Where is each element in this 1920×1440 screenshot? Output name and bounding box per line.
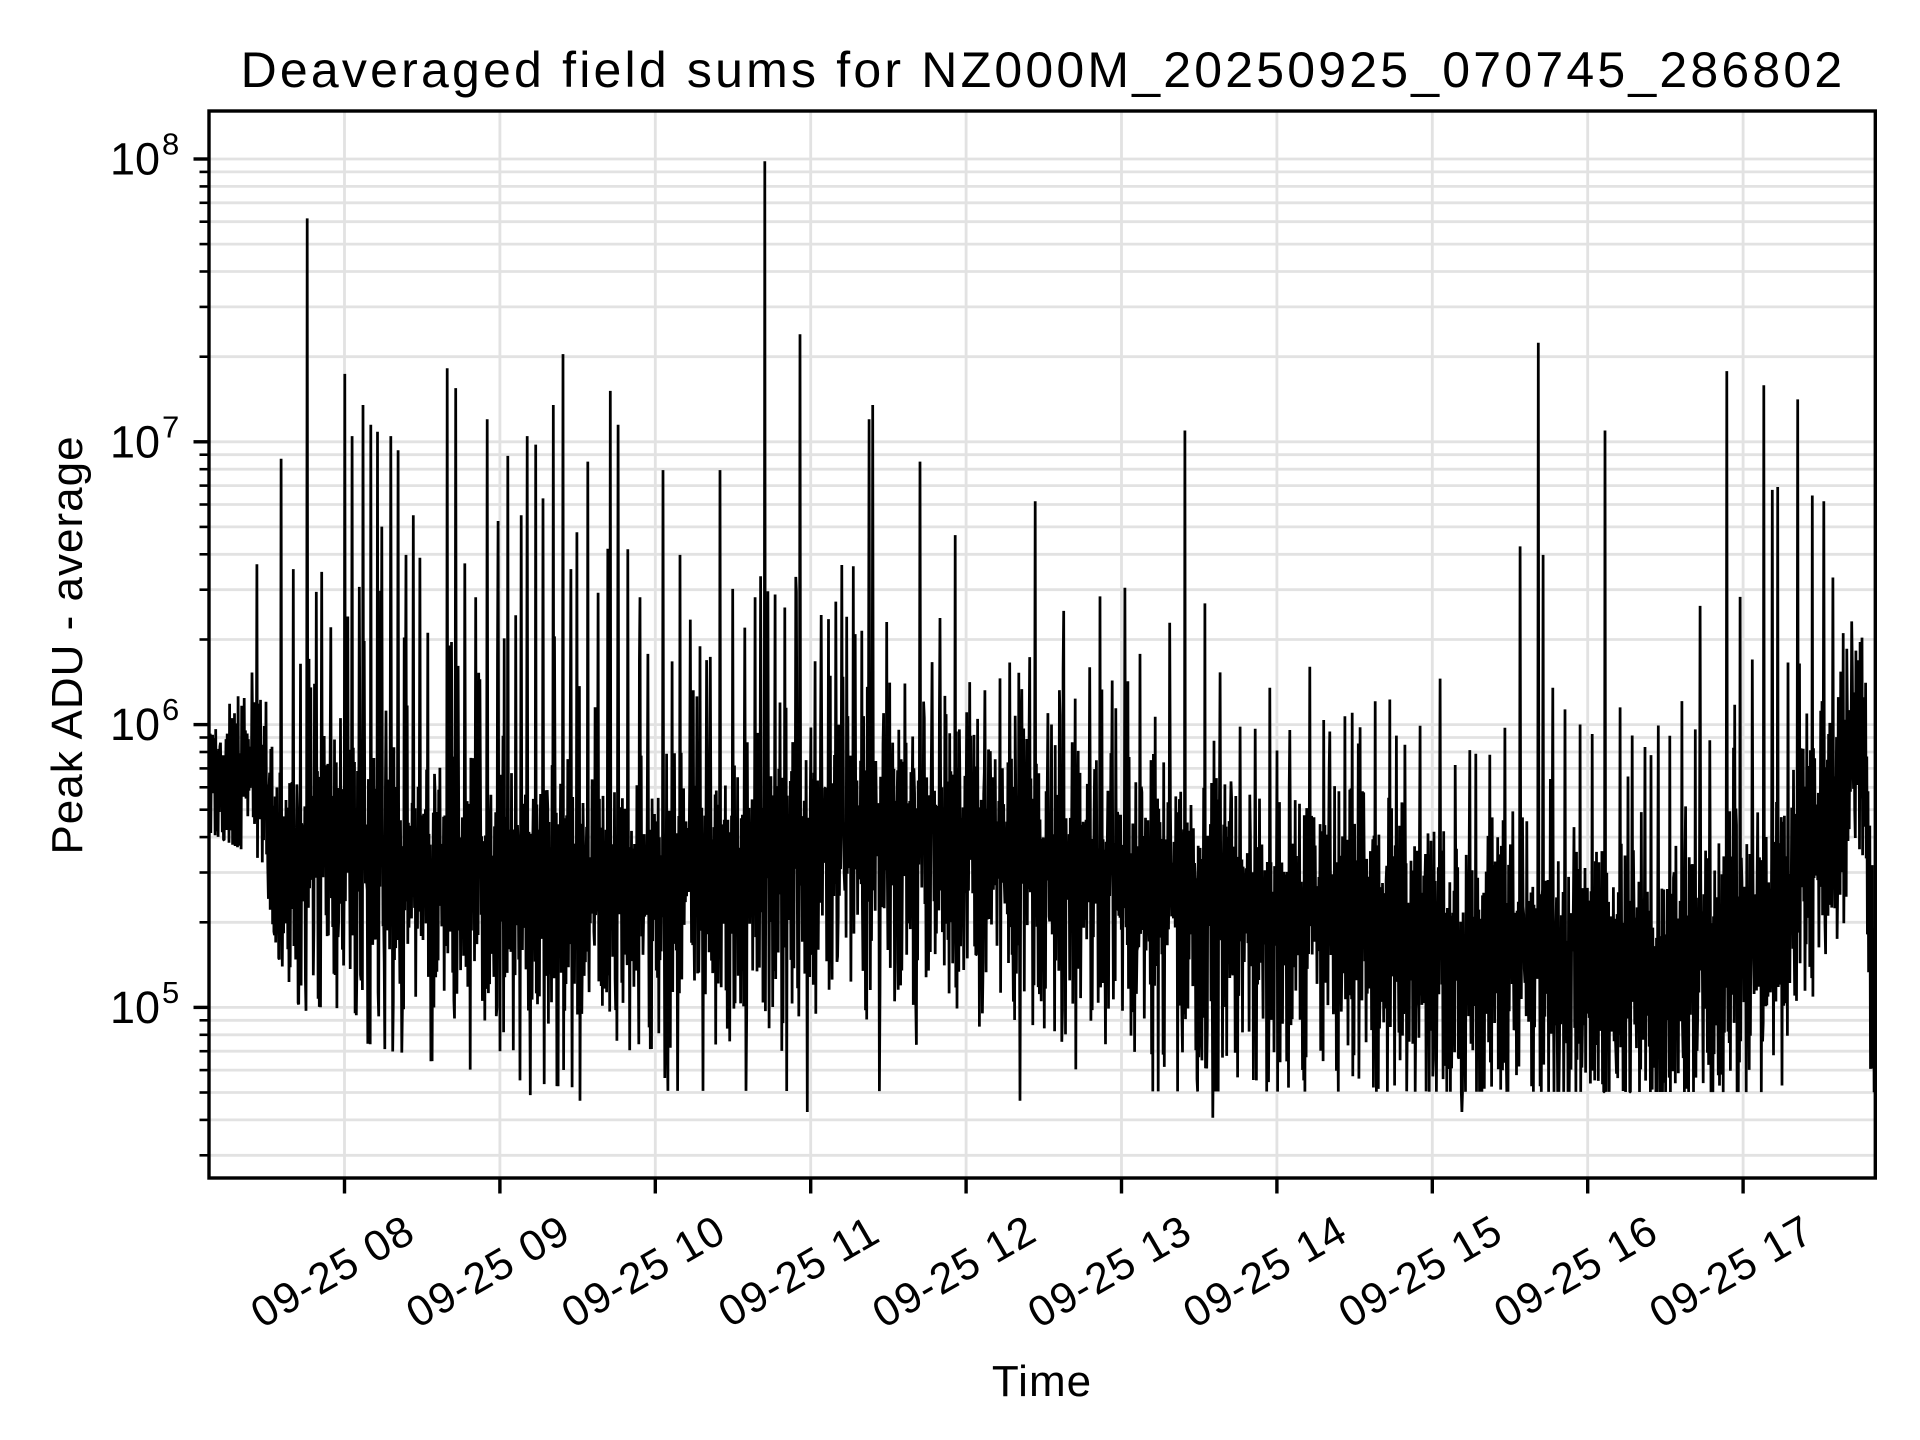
svg-text:Peak ADU - average: Peak ADU - average [43, 435, 92, 854]
svg-text:Deaveraged field sums for NZ00: Deaveraged field sums for NZ000M_2025092… [241, 42, 1846, 98]
svg-text:7: 7 [162, 409, 179, 444]
svg-text:Time: Time [992, 1357, 1092, 1406]
svg-text:10: 10 [110, 699, 160, 750]
svg-text:6: 6 [162, 692, 179, 727]
svg-text:8: 8 [162, 127, 179, 162]
svg-text:10: 10 [110, 982, 160, 1033]
svg-text:10: 10 [110, 416, 160, 467]
svg-text:10: 10 [110, 134, 160, 185]
svg-text:5: 5 [162, 975, 179, 1010]
